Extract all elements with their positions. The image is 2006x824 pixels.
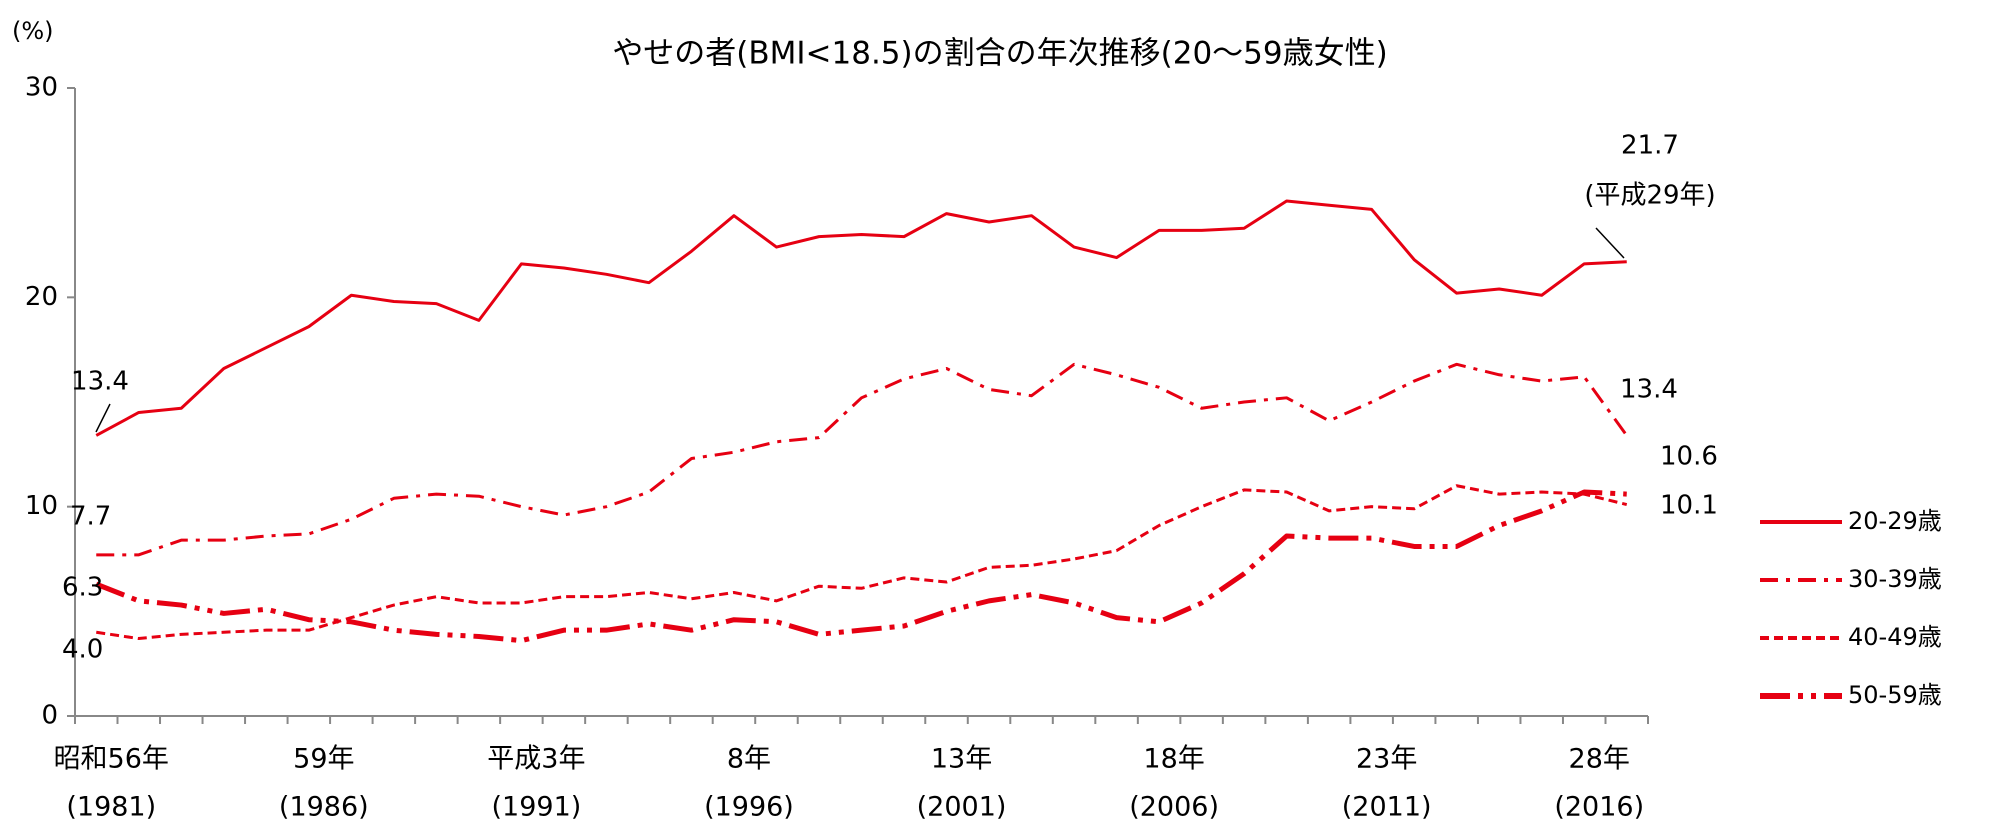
leader-line [1595, 227, 1625, 259]
x-tick-label: 18年 [1143, 744, 1204, 775]
x-tick-sublabel: (2001) [917, 792, 1007, 823]
data-label: 7.7 [70, 502, 111, 532]
data-label: 13.4 [71, 367, 129, 397]
x-tick-label: 8年 [727, 744, 771, 775]
data-label: 10.6 [1660, 442, 1718, 472]
x-tick-sublabel: (2011) [1342, 792, 1432, 823]
line-series [96, 362, 1628, 557]
y-tick-label: 30 [25, 73, 58, 103]
y-unit: (%) [12, 17, 54, 45]
line-series [96, 484, 1628, 641]
x-tick-sublabel: (1996) [704, 792, 794, 823]
y-tick-label: 10 [25, 491, 58, 521]
y-tick-label: 0 [41, 701, 58, 731]
data-label: 4.0 [62, 635, 103, 665]
x-tick-sublabel: (1986) [279, 792, 369, 823]
x-tick-label: 13年 [931, 744, 992, 775]
x-tick-sublabel: (1981) [66, 792, 156, 823]
chart-title: やせの者(BMI<18.5)の割合の年次推移(20～59歳女性) [612, 36, 1387, 72]
legend-label: 30-39歳 [1848, 565, 1942, 593]
leader-line [95, 403, 111, 433]
x-tick-label: 28年 [1569, 744, 1630, 775]
x-tick-sublabel: (1991) [492, 792, 582, 823]
data-label: 21.7 [1621, 131, 1679, 161]
x-tick-label: 平成3年 [487, 744, 585, 775]
legend-label: 20-29歳 [1848, 507, 1942, 535]
legend-label: 40-49歳 [1848, 623, 1942, 651]
x-tick-label: 23年 [1356, 744, 1417, 775]
x-tick-sublabel: (2016) [1554, 792, 1644, 823]
x-tick-label: 59年 [293, 744, 354, 775]
data-label: 13.4 [1620, 375, 1678, 405]
line-series [95, 199, 1627, 437]
y-tick-label: 20 [25, 282, 58, 312]
data-label: 6.3 [62, 573, 103, 603]
x-tick-sublabel: (2006) [1129, 792, 1219, 823]
x-tick-label: 昭和56年 [54, 744, 169, 775]
annotation: (平成29年) [1584, 181, 1715, 211]
line-series [95, 489, 1627, 644]
data-label: 10.1 [1660, 491, 1718, 521]
legend-label: 50-59歳 [1848, 681, 1942, 709]
